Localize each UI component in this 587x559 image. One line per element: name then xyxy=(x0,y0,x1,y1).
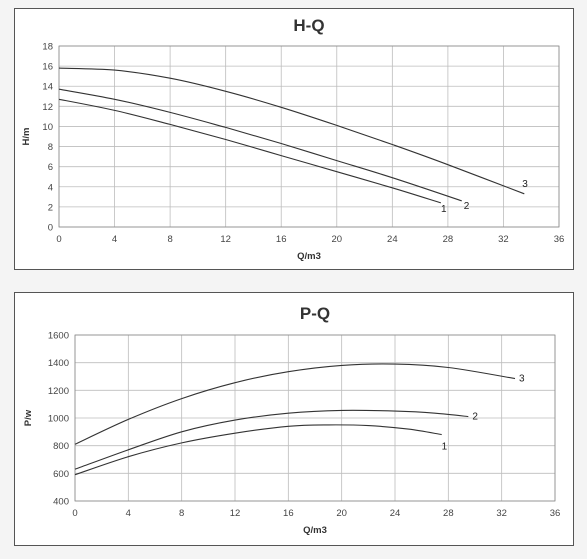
hq-y-tick-label: 8 xyxy=(48,142,53,153)
pq-x-tick-label: 16 xyxy=(283,508,294,519)
hq-x-tick-label: 36 xyxy=(554,234,565,245)
hq-x-tick-label: 20 xyxy=(331,234,342,245)
hq-y-tick-label: 14 xyxy=(42,82,53,93)
pq-x-tick-label: 36 xyxy=(550,508,561,519)
pq-y-tick-label: 1600 xyxy=(48,331,69,342)
hq-y-tick-label: 12 xyxy=(42,102,53,113)
pq-y-tick-label: 1200 xyxy=(48,386,69,397)
hq-chart: H-Q0 4 8 12 16 20 24 28 32 36024681012141618Q/m3H… xyxy=(21,16,565,262)
pq-x-tick-label: 12 xyxy=(230,508,241,519)
hq-y-tick-label: 10 xyxy=(42,122,53,133)
pq-y-tick-label: 800 xyxy=(53,441,69,452)
pq-curve-3 xyxy=(74,363,516,445)
hq-curve-label-2: 2 xyxy=(464,201,470,212)
hq-x-axis-label: Q/m3 xyxy=(297,251,321,262)
hq-x-tick-label: 4 xyxy=(112,234,117,245)
hq-y-tick-label: 18 xyxy=(42,42,53,53)
pq-y-tick-label: 400 xyxy=(53,497,69,508)
pq-x-tick-label: 8 xyxy=(179,508,184,519)
hq-chart-panel: H-Q 0 4 8 12 16 20 24 28 32 36 0 2 4 6 8 10 12 14 16 18 Q/m3 H… xyxy=(14,8,574,270)
hq-curve-label-1: 1 xyxy=(441,204,447,215)
hq-plot-frame xyxy=(58,45,560,228)
hq-curve-label-3: 3 xyxy=(522,179,528,190)
hq-x-tick-label: 24 xyxy=(387,234,398,245)
hq-y-tick-label: 2 xyxy=(48,202,53,213)
hq-x-tick-label: 32 xyxy=(498,234,509,245)
pq-curve-1 xyxy=(74,424,442,476)
hq-x-tick-label: 0 xyxy=(56,234,61,245)
hq-y-tick-label: 0 xyxy=(48,223,53,234)
hq-chart-title: H-Q xyxy=(293,16,324,35)
hq-y-axis-label: H/m xyxy=(21,128,32,146)
hq-curve-2 xyxy=(58,88,462,202)
pq-y-tick-label: 600 xyxy=(53,469,69,480)
pq-y-tick-label: 1400 xyxy=(48,358,69,369)
hq-x-tick-label: 12 xyxy=(220,234,231,245)
pq-y-tick-label: 1000 xyxy=(48,414,69,425)
pq-chart-title: P-Q xyxy=(300,304,330,323)
hq-y-tick-label: 6 xyxy=(48,162,53,173)
pq-x-tick-label: 24 xyxy=(390,508,401,519)
hq-x-tick-label: 8 xyxy=(167,234,172,245)
hq-curve-3 xyxy=(58,67,525,195)
pq-x-tick-label: 32 xyxy=(496,508,507,519)
pq-chart-panel: P-Q 0 4 8 12 16 20 24 28 32 36 400 600 800 1000 1200 140… xyxy=(14,292,574,546)
hq-y-tick-label: 4 xyxy=(48,182,53,193)
hq-y-tick-label: 16 xyxy=(42,62,53,73)
pq-x-axis-label: Q/m3 xyxy=(303,525,327,536)
hq-x-tick-label: 28 xyxy=(443,234,454,245)
pq-x-tick-label: 0 xyxy=(72,508,77,519)
pq-chart: P-Q0 4 8 12 16 20 24 28 32 3640060080010001200140… xyxy=(23,304,561,536)
pq-plot-frame xyxy=(74,334,556,502)
pq-curve-label-2: 2 xyxy=(472,412,478,423)
pq-curve-2 xyxy=(74,409,469,470)
hq-curve-1 xyxy=(58,98,442,204)
pq-x-tick-label: 4 xyxy=(126,508,131,519)
pq-curve-label-1: 1 xyxy=(442,442,448,453)
pq-curve-label-3: 3 xyxy=(519,374,525,385)
pq-x-tick-label: 28 xyxy=(443,508,454,519)
pq-y-axis-label: P/w xyxy=(23,409,34,426)
hq-x-tick-label: 16 xyxy=(276,234,287,245)
pq-x-tick-label: 20 xyxy=(336,508,347,519)
